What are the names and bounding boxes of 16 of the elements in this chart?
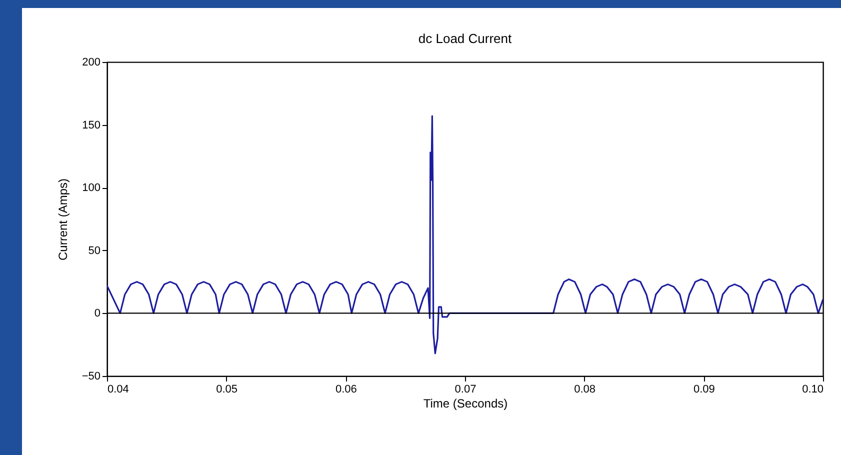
y-tick-label: 150: [82, 119, 100, 132]
y-tick-label: 200: [82, 56, 100, 68]
x-tick-label: 0.10: [802, 384, 824, 396]
x-tick-label: 0.05: [216, 384, 238, 396]
x-tick-label: 0.07: [454, 384, 476, 396]
y-tick-label: 0: [94, 308, 100, 320]
y-tick-label: 50: [88, 244, 100, 257]
y-tick-label: −50: [82, 370, 100, 382]
x-tick-label: 0.08: [574, 384, 596, 396]
chart-title: dc Load Current: [418, 31, 512, 46]
x-tick-label: 0.06: [335, 384, 357, 396]
y-axis-title: Current (Amps): [56, 178, 70, 261]
y-tick-label: 100: [82, 182, 100, 194]
x-tick-label: 0.04: [108, 384, 129, 396]
x-tick-label: 0.09: [693, 384, 715, 396]
x-axis-title: Time (Seconds): [423, 396, 508, 410]
